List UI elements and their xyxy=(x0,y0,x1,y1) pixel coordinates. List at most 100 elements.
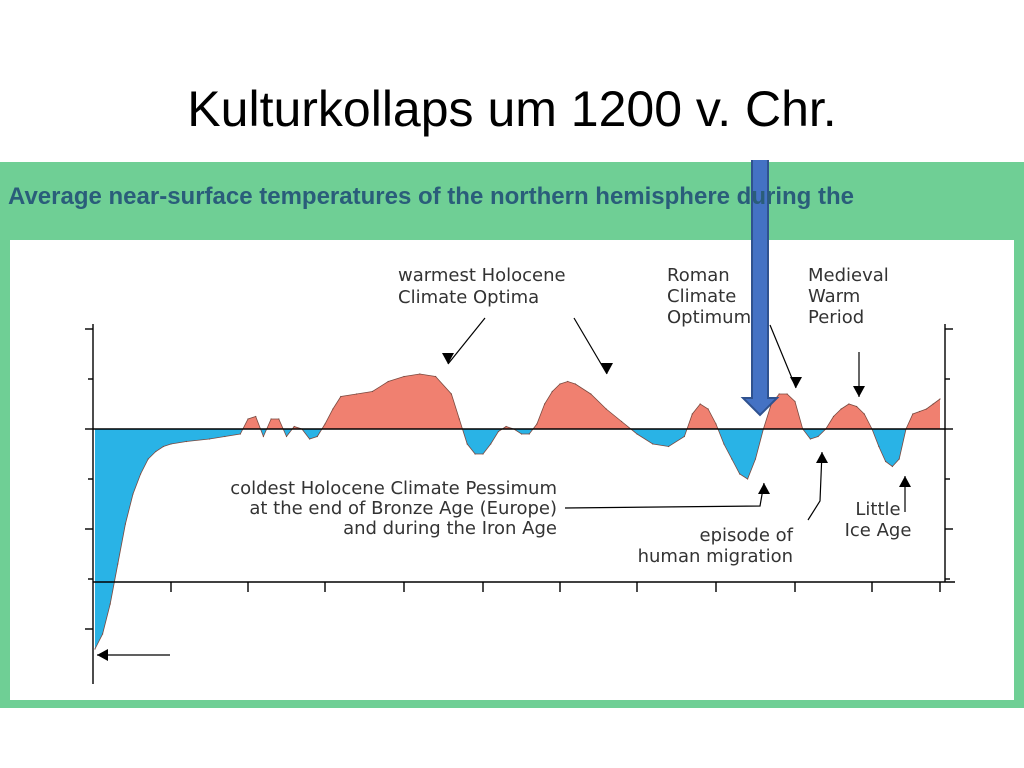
data-point xyxy=(544,403,546,405)
annotation-little-ice-age-line: Little xyxy=(855,499,900,520)
data-point xyxy=(340,395,342,398)
data-point xyxy=(482,453,484,455)
overlay-down-arrow-icon xyxy=(740,160,780,417)
data-point xyxy=(891,465,894,468)
data-point xyxy=(747,478,749,480)
data-point xyxy=(925,408,928,410)
data-point xyxy=(520,433,523,435)
data-point xyxy=(332,408,334,410)
arrow-warmest-2-head xyxy=(601,363,613,374)
data-point xyxy=(786,393,788,395)
annotation-coldest-pessimum-line: at the end of Bronze Age (Europe) xyxy=(249,498,557,519)
data-point xyxy=(636,433,638,435)
chart-title: Average near-surface temperatures of the… xyxy=(8,183,854,210)
annotation-medieval-warm-period: Medieval Warm Period xyxy=(808,265,889,328)
data-point xyxy=(559,383,561,385)
data-point xyxy=(450,393,452,395)
arrow-roman-head xyxy=(790,377,802,388)
data-point xyxy=(435,375,437,378)
data-point xyxy=(707,408,709,410)
data-point xyxy=(754,458,757,460)
annotation-little-ice-age-line: Ice Age xyxy=(845,520,912,541)
data-point xyxy=(466,443,468,445)
plot-layer xyxy=(93,373,945,650)
annotation-roman-optimum-line: Optimum xyxy=(667,307,751,328)
arrow-warmest-1-line xyxy=(447,317,486,365)
data-point xyxy=(878,445,880,448)
slide-title: Kulturkollaps um 1200 v. Chr. xyxy=(187,81,837,137)
annotation-medieval-warm-period-line: Period xyxy=(808,307,864,328)
data-point xyxy=(848,403,850,405)
data-point xyxy=(652,443,654,445)
data-point xyxy=(458,418,460,420)
data-point xyxy=(536,423,538,425)
data-point xyxy=(162,445,164,448)
data-point xyxy=(124,523,126,525)
data-point xyxy=(293,425,295,428)
annotation-medieval-warm-period-line: Medieval xyxy=(808,265,889,286)
data-point xyxy=(863,413,865,415)
annotation-little-ice-age: Little Ice Age xyxy=(845,499,912,541)
data-point xyxy=(224,435,226,438)
arrow-migration-line xyxy=(807,451,823,521)
data-point xyxy=(840,408,842,410)
data-point xyxy=(621,420,623,423)
data-point xyxy=(270,418,272,420)
arrow-migration-head xyxy=(816,452,828,463)
data-point xyxy=(185,440,187,443)
data-point xyxy=(567,380,569,383)
data-point xyxy=(939,398,941,400)
data-point xyxy=(723,443,725,445)
data-point xyxy=(551,390,553,393)
data-point xyxy=(590,393,592,395)
data-point xyxy=(715,423,717,425)
annotation-coldest-pessimum-line: and during the Iron Age xyxy=(343,518,557,539)
arrow-warmest-2-line xyxy=(573,317,608,375)
data-point xyxy=(140,473,142,475)
data-point xyxy=(497,430,499,433)
annotation-layer: warmest Holocene Climate Optima Roman Clima… xyxy=(97,160,911,661)
data-point xyxy=(885,460,887,463)
data-point xyxy=(94,648,96,650)
annotation-human-migration-line: human migration xyxy=(638,546,793,567)
axes-layer xyxy=(85,324,955,684)
data-point xyxy=(147,458,149,460)
data-point xyxy=(247,418,249,420)
data-point xyxy=(474,453,476,455)
data-point xyxy=(505,425,507,428)
data-point xyxy=(155,450,157,453)
annotation-roman-optimum-line: Climate xyxy=(667,286,736,307)
arrow-lia-head xyxy=(899,476,911,487)
data-point xyxy=(102,633,104,635)
data-point xyxy=(324,423,326,425)
data-point xyxy=(683,435,686,438)
data-point xyxy=(316,435,318,438)
data-point xyxy=(278,418,280,420)
data-point xyxy=(371,390,373,393)
data-point xyxy=(574,383,577,385)
data-point xyxy=(668,445,670,448)
data-point xyxy=(778,393,780,395)
annotation-coldest-pessimum: coldest Holocene Climate Pessimum at the … xyxy=(230,478,557,539)
data-point xyxy=(817,435,819,438)
data-point xyxy=(898,458,900,460)
data-point xyxy=(739,473,741,475)
data-point xyxy=(255,415,257,418)
annotation-medieval-warm-period-line: Warm xyxy=(808,286,860,307)
data-point xyxy=(356,393,358,395)
data-point xyxy=(832,415,835,418)
data-point xyxy=(932,403,934,405)
annotation-warmest-holocene: warmest Holocene Climate Optima xyxy=(398,265,566,308)
data-point xyxy=(699,403,701,405)
data-point xyxy=(605,408,607,410)
area-above-baseline xyxy=(95,374,940,429)
annotation-human-migration: episode of human migration xyxy=(638,525,794,567)
data-point xyxy=(387,380,389,383)
data-point xyxy=(285,435,288,438)
data-point xyxy=(239,433,241,435)
arrow-coldest-head xyxy=(758,483,770,494)
arrow-medieval-head xyxy=(853,386,865,397)
data-point xyxy=(117,563,119,565)
data-point xyxy=(794,400,796,403)
annotation-roman-optimum-line: Roman xyxy=(667,265,730,286)
